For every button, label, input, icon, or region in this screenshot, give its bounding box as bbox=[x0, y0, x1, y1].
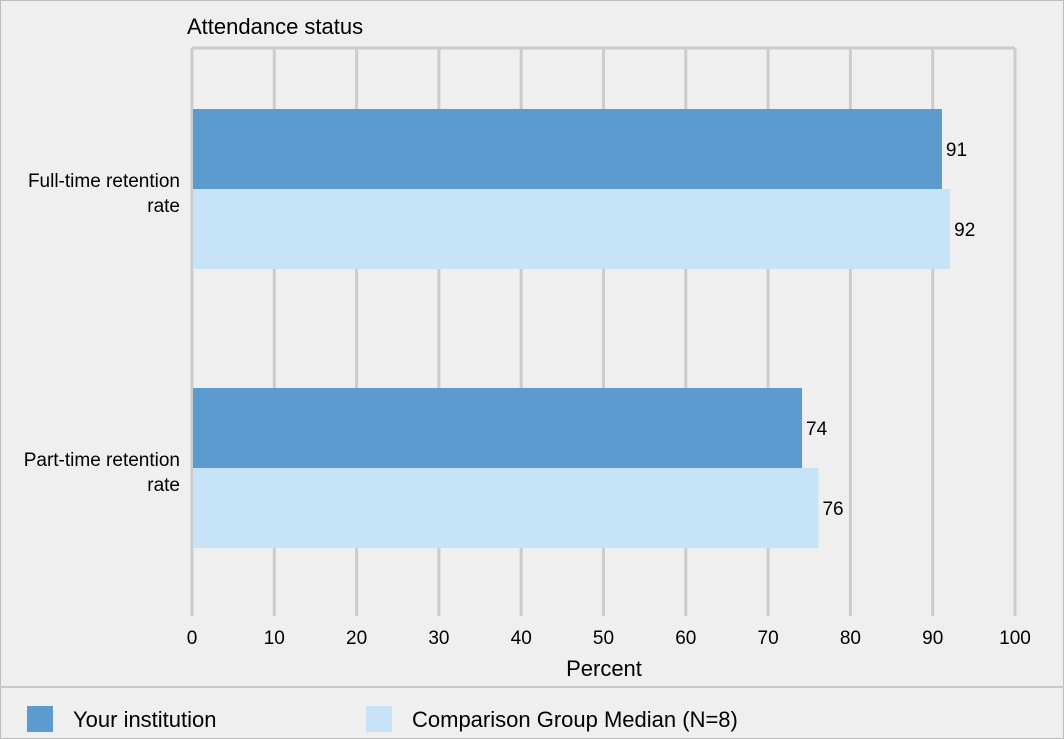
data-label: 76 bbox=[822, 499, 843, 520]
category-label: Part-time retention bbox=[24, 450, 180, 471]
legend-swatch bbox=[366, 706, 392, 732]
x-tick-label: 0 bbox=[187, 628, 198, 649]
x-axis-label: Percent bbox=[566, 656, 642, 681]
category-labels: Full-time retention rate Part-time retenti… bbox=[24, 171, 180, 496]
x-tick-label: 80 bbox=[840, 628, 861, 649]
x-tick-label: 50 bbox=[593, 628, 614, 649]
data-label: 91 bbox=[946, 140, 967, 161]
x-tick-labels: 0 10 20 30 40 50 60 70 80 90 100 bbox=[187, 628, 1031, 649]
category-label: Full-time retention bbox=[28, 171, 180, 192]
legend-label: Comparison Group Median (N=8) bbox=[412, 707, 738, 732]
x-tick-label: 40 bbox=[511, 628, 532, 649]
legend-label: Your institution bbox=[73, 707, 217, 732]
bar-comparison-1 bbox=[193, 468, 819, 548]
x-tick-label: 90 bbox=[922, 628, 943, 649]
x-tick-label: 20 bbox=[346, 628, 367, 649]
bar-comparison-0 bbox=[193, 189, 951, 269]
data-label: 92 bbox=[954, 220, 975, 241]
chart-plot: Attendance status 91 74 92 76 Full-time ret… bbox=[24, 14, 1031, 681]
category-label: rate bbox=[147, 196, 180, 217]
x-tick-label: 60 bbox=[675, 628, 696, 649]
legend: Your institution Comparison Group Median … bbox=[0, 686, 1064, 739]
data-label: 74 bbox=[806, 419, 828, 440]
x-tick-label: 30 bbox=[428, 628, 449, 649]
category-label: rate bbox=[147, 475, 180, 496]
x-tick-label: 70 bbox=[758, 628, 779, 649]
bar-institution-0 bbox=[193, 109, 942, 189]
x-tick-label: 100 bbox=[999, 628, 1031, 649]
chart-title: Attendance status bbox=[187, 14, 363, 39]
bars: 91 74 92 76 bbox=[193, 109, 975, 548]
legend-swatch bbox=[27, 706, 53, 732]
x-tick-label: 10 bbox=[264, 628, 285, 649]
bar-institution-1 bbox=[193, 388, 803, 468]
